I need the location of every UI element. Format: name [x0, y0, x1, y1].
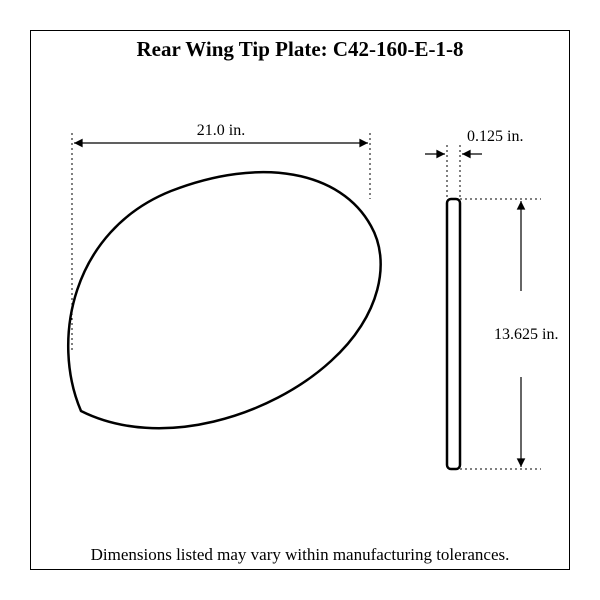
dim-ht-label: 13.625 in. [494, 326, 558, 343]
side-view-plate [447, 199, 460, 469]
drawing-footnote: Dimensions listed may vary within manufa… [31, 545, 569, 565]
dim-width-label: 21.0 in. [197, 122, 245, 139]
drawing-frame: Rear Wing Tip Plate: C42-160-E-1-8 21.0 … [30, 30, 570, 570]
plate-outline [68, 172, 380, 428]
technical-drawing: 21.0 in. 0.125 in. 13.625 in. [31, 31, 571, 571]
dim-thk-label: 0.125 in. [467, 128, 523, 145]
